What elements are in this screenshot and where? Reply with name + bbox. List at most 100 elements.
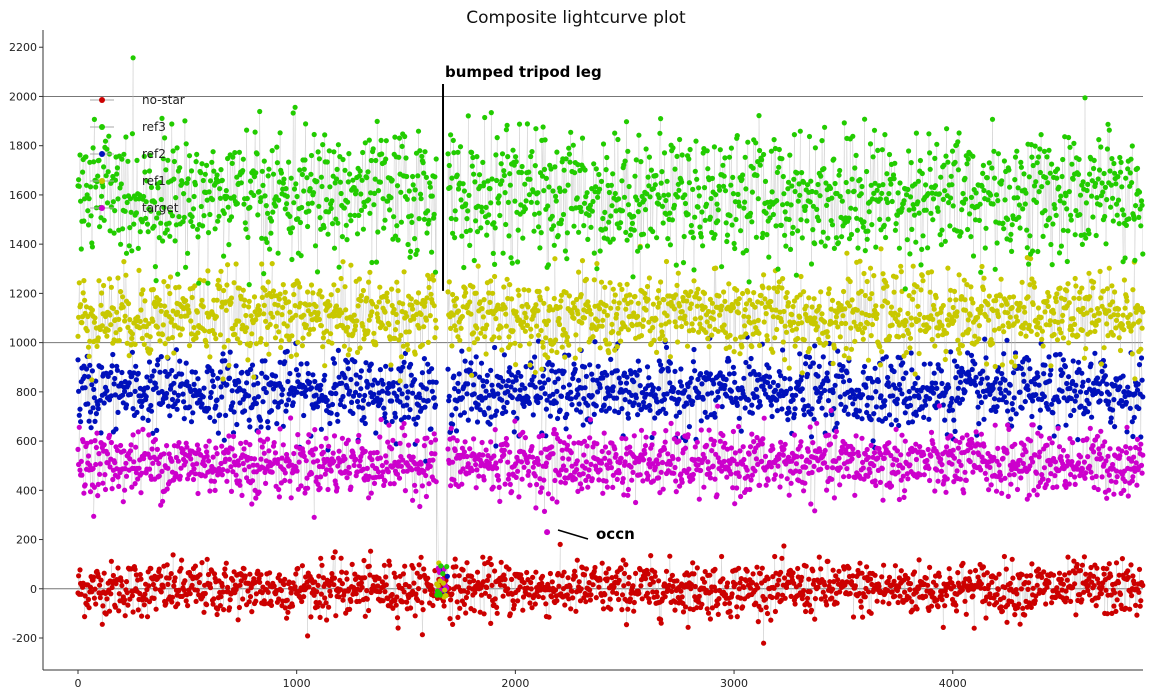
data-point-ref2 bbox=[360, 405, 366, 411]
data-point-target bbox=[673, 478, 679, 484]
data-point-target bbox=[302, 490, 308, 496]
data-point-target bbox=[812, 508, 818, 514]
data-point-no-star bbox=[914, 606, 920, 612]
data-point-ref2 bbox=[870, 438, 876, 444]
data-point-target bbox=[533, 505, 539, 511]
data-point-no-star bbox=[452, 556, 458, 562]
data-point-ref2 bbox=[1099, 368, 1105, 374]
data-point-no-star bbox=[596, 584, 602, 590]
data-point-ref2 bbox=[927, 361, 933, 367]
data-point-no-star bbox=[614, 590, 620, 597]
data-point-target bbox=[505, 476, 511, 482]
data-point-no-star bbox=[592, 564, 598, 571]
data-point-no-star bbox=[382, 589, 388, 595]
data-point-no-star bbox=[314, 589, 320, 595]
data-point-ref2 bbox=[686, 424, 693, 430]
data-point-no-star bbox=[237, 582, 243, 588]
data-point-target bbox=[85, 453, 92, 459]
data-point-ref1 bbox=[116, 338, 122, 344]
data-point-no-star bbox=[561, 569, 567, 575]
data-point-ref2 bbox=[635, 358, 641, 364]
data-point-ref2 bbox=[1136, 405, 1142, 412]
data-point-no-star bbox=[227, 597, 233, 603]
data-point-ref2 bbox=[1072, 398, 1078, 404]
data-point-ref2 bbox=[487, 421, 493, 427]
data-point-no-star bbox=[225, 584, 231, 591]
data-point-target bbox=[627, 444, 633, 450]
data-point-target bbox=[169, 458, 175, 464]
data-point-ref2 bbox=[679, 383, 685, 389]
data-point-no-star bbox=[292, 584, 298, 590]
data-point-target bbox=[92, 438, 98, 444]
data-point-ref2 bbox=[486, 405, 492, 411]
data-point-ref2 bbox=[844, 370, 850, 376]
data-point-no-star bbox=[557, 541, 563, 548]
data-point-no-star bbox=[568, 606, 574, 612]
data-point-target bbox=[1069, 459, 1075, 465]
data-point-no-star bbox=[343, 570, 349, 576]
data-point-ref2 bbox=[840, 363, 846, 370]
data-point-ref2 bbox=[749, 402, 755, 408]
data-point-target bbox=[539, 485, 545, 491]
data-point-target bbox=[1064, 453, 1070, 459]
data-point-no-star bbox=[829, 595, 835, 601]
data-point-ref2 bbox=[715, 394, 721, 400]
data-point-target bbox=[1091, 449, 1097, 455]
data-point-ref1 bbox=[104, 333, 110, 339]
data-point-ref2 bbox=[217, 412, 223, 418]
data-point-target bbox=[896, 496, 903, 503]
data-point-no-star bbox=[505, 586, 511, 592]
data-point-ref2 bbox=[471, 391, 477, 397]
chart-title: Composite lightcurve plot bbox=[466, 8, 686, 28]
data-point-target bbox=[1007, 472, 1013, 478]
data-point-no-star bbox=[694, 565, 700, 571]
data-point-no-star bbox=[276, 572, 282, 578]
data-point-no-star bbox=[704, 606, 710, 612]
data-point-target bbox=[1020, 460, 1026, 467]
data-point-no-star bbox=[223, 573, 229, 579]
data-point-no-star bbox=[353, 591, 359, 597]
data-point-ref2 bbox=[340, 393, 346, 400]
data-point-ref2 bbox=[856, 408, 863, 414]
data-point-target bbox=[513, 474, 519, 480]
data-point-no-star bbox=[163, 600, 169, 607]
data-point-ref2 bbox=[465, 381, 471, 387]
data-point-target bbox=[265, 436, 271, 442]
data-point-target bbox=[770, 446, 776, 452]
data-point-target bbox=[935, 478, 941, 484]
data-point-target bbox=[95, 493, 101, 499]
data-point-target bbox=[856, 452, 862, 459]
data-point-no-star bbox=[553, 587, 559, 593]
data-point-target bbox=[928, 429, 935, 435]
data-point-target bbox=[225, 468, 231, 474]
data-point-no-star bbox=[680, 609, 687, 615]
data-point-ref2 bbox=[736, 415, 742, 421]
data-point-target bbox=[120, 499, 126, 505]
data-point-ref2 bbox=[808, 434, 815, 440]
data-point-ref2 bbox=[881, 403, 887, 409]
data-point-ref2 bbox=[147, 378, 153, 384]
data-point-no-star bbox=[619, 592, 626, 598]
data-point-target bbox=[696, 496, 702, 502]
data-point-no-star bbox=[747, 585, 754, 591]
data-point-target bbox=[136, 465, 142, 471]
data-point-ref2 bbox=[938, 368, 945, 374]
data-point-target bbox=[786, 492, 792, 498]
data-point-target bbox=[610, 484, 616, 490]
data-point-ref2 bbox=[656, 386, 662, 392]
data-point-ref2 bbox=[1123, 399, 1129, 405]
data-point-target bbox=[91, 513, 97, 519]
data-point-target bbox=[760, 436, 766, 442]
data-point-target bbox=[997, 472, 1004, 478]
data-point-no-star bbox=[1001, 595, 1007, 601]
data-point-ref2 bbox=[406, 414, 412, 420]
data-point-target bbox=[100, 480, 106, 486]
data-point-no-star bbox=[543, 601, 549, 607]
data-point-no-star bbox=[422, 588, 428, 594]
data-point-target bbox=[196, 447, 202, 453]
data-point-no-star bbox=[457, 605, 463, 611]
data-point-ref2 bbox=[522, 385, 528, 391]
data-point-ref2 bbox=[606, 405, 613, 411]
data-point-target bbox=[371, 480, 378, 486]
data-point-no-star bbox=[603, 570, 609, 576]
